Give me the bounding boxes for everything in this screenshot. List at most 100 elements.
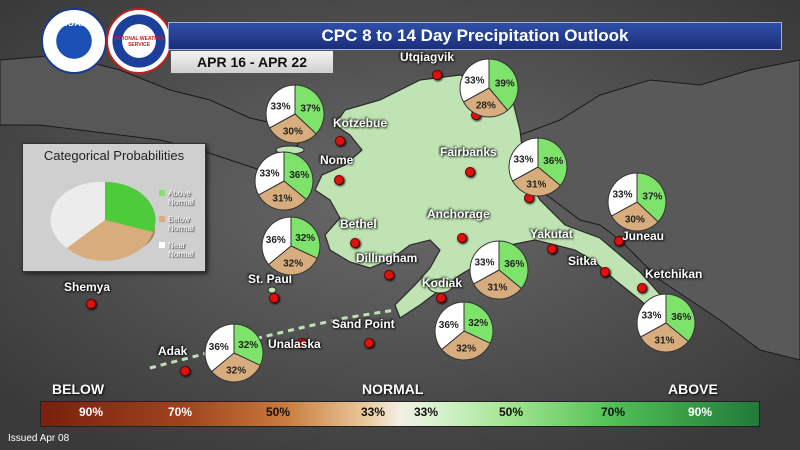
- pie-wedge-below: [268, 113, 317, 144]
- pie-wedge-near: [434, 301, 465, 351]
- pie-wedge-near: [459, 58, 490, 103]
- city-dot: [86, 299, 96, 309]
- pie-label-near: 33%: [613, 189, 633, 200]
- pie-label-below: 32%: [283, 259, 303, 270]
- legend-pie-below: [67, 220, 153, 261]
- pie-label-above: 36%: [289, 170, 309, 181]
- legend-label-above-2: Normal: [168, 198, 194, 207]
- city-dot: [269, 293, 279, 303]
- pie-wedge-above: [537, 137, 568, 187]
- pie-wedge-below: [639, 322, 690, 353]
- pie-label-near: 33%: [271, 101, 291, 112]
- city-label-fairbanks: Fairbanks: [440, 145, 497, 159]
- pie-northeast: 36% 31% 33%: [508, 137, 568, 197]
- pie-arctic: 39% 28% 33%: [459, 58, 519, 118]
- city-label-anchorage: Anchorage: [427, 207, 490, 221]
- pie-label-above: 32%: [468, 318, 488, 329]
- city-label-sitka: Sitka: [568, 254, 597, 268]
- nws-logo: NATIONAL WEATHER SERVICE: [106, 8, 172, 74]
- city-label-nome: Nome: [320, 153, 354, 167]
- pie-wedge-near: [636, 293, 667, 338]
- pie-wedge-above: [233, 323, 264, 367]
- city-dot: [297, 338, 307, 348]
- pie-label-above: 37%: [642, 191, 662, 202]
- city-label-utqiagvik: Utqiagvik: [400, 50, 455, 64]
- pie-wedge-near: [607, 172, 638, 217]
- scale-tick: 70%: [601, 405, 626, 419]
- alaska-landmass: [314, 74, 681, 326]
- pie-nome: 36% 31% 33%: [254, 151, 314, 211]
- pie-wedge-near: [469, 240, 500, 285]
- city-dot: [436, 293, 446, 303]
- pie-label-above: 36%: [671, 312, 691, 323]
- pie-wedge-below: [440, 330, 491, 361]
- pie-label-near: 33%: [475, 257, 495, 268]
- legend-item-below: Below Normal: [159, 215, 194, 233]
- city-dot: [432, 70, 442, 80]
- scale-tick: 50%: [499, 405, 524, 419]
- pie-label-near: 36%: [266, 235, 286, 246]
- pie-label-near: 36%: [209, 342, 229, 353]
- pie-label-below: 32%: [456, 344, 476, 355]
- pie-wedge-near: [508, 137, 539, 182]
- legend-pie-above: [105, 181, 156, 232]
- pie-wedge-above: [290, 216, 321, 260]
- pie-wedge-below: [472, 269, 523, 300]
- date-range: APR 16 - APR 22: [170, 50, 334, 74]
- scale-tick: 50%: [266, 405, 291, 419]
- pie-label-near: 33%: [260, 168, 280, 179]
- pie-wedge-above: [636, 172, 667, 223]
- pie-wedge-above: [665, 293, 696, 343]
- pie-wedge-above: [498, 240, 529, 290]
- city-label-juneau: Juneau: [622, 229, 665, 243]
- city-label-kodiak: Kodiak: [422, 276, 463, 290]
- pie-wedge-near: [204, 323, 235, 373]
- legend-label-below-1: Below: [168, 215, 190, 224]
- pie-wedge-below: [511, 166, 562, 197]
- noaa-logo: NOAA: [41, 8, 107, 74]
- pie-wedge-above: [294, 84, 325, 135]
- pie-wedge-near: [261, 216, 292, 266]
- pie-label-below: 30%: [625, 215, 645, 226]
- city-dot: [600, 267, 610, 277]
- pie-anchorage: 36% 31% 33%: [469, 240, 529, 300]
- pie-label-below: 32%: [226, 366, 246, 377]
- city-dot: [465, 167, 475, 177]
- legend-sample-pie: [50, 181, 156, 261]
- pie-wedge-below: [462, 87, 509, 118]
- city-label-adak: Adak: [158, 344, 188, 358]
- pie-kodiak: 32% 32% 36%: [434, 301, 494, 361]
- pie-label-below: 31%: [526, 180, 546, 191]
- aleutian-islands: [149, 308, 396, 370]
- nws-logo-text: NATIONAL WEATHER SERVICE: [113, 36, 165, 48]
- pie-label-near: 33%: [465, 75, 485, 86]
- city-dot: [350, 238, 360, 248]
- pie-wedge-near: [265, 84, 296, 129]
- pie-wedge-above: [463, 301, 494, 345]
- noaa-logo-text: NOAA: [60, 18, 88, 28]
- city-dot: [457, 233, 467, 243]
- scale-tick: 33%: [414, 405, 439, 419]
- city-dot: [335, 136, 345, 146]
- panhandle-islands: [588, 248, 657, 307]
- city-label-kotzebue: Kotzebue: [333, 116, 387, 130]
- pie-label-above: 36%: [504, 259, 524, 270]
- legend-label-near-1: Near: [168, 241, 186, 250]
- pie-wedge-above: [488, 58, 519, 112]
- pie-label-below: 30%: [283, 127, 303, 138]
- pie-label-near: 36%: [439, 320, 459, 331]
- city-label-yakutat: Yakutat: [530, 227, 573, 241]
- city-dot: [547, 244, 557, 254]
- pie-label-above: 37%: [300, 103, 320, 114]
- pie-wedge-below: [210, 352, 261, 383]
- city-label-st-paul: St. Paul: [248, 272, 293, 286]
- legend-label-above-1: Above: [168, 189, 191, 198]
- pie-label-below: 31%: [272, 194, 292, 205]
- city-dot: [614, 236, 624, 246]
- pie-wedge-above: [283, 151, 314, 201]
- pie-label-near: 33%: [514, 154, 534, 165]
- legend-item-above: Above Normal: [159, 189, 194, 207]
- legend-item-near: Near Normal: [159, 241, 194, 259]
- legend-label-near-2: Normal: [168, 250, 194, 259]
